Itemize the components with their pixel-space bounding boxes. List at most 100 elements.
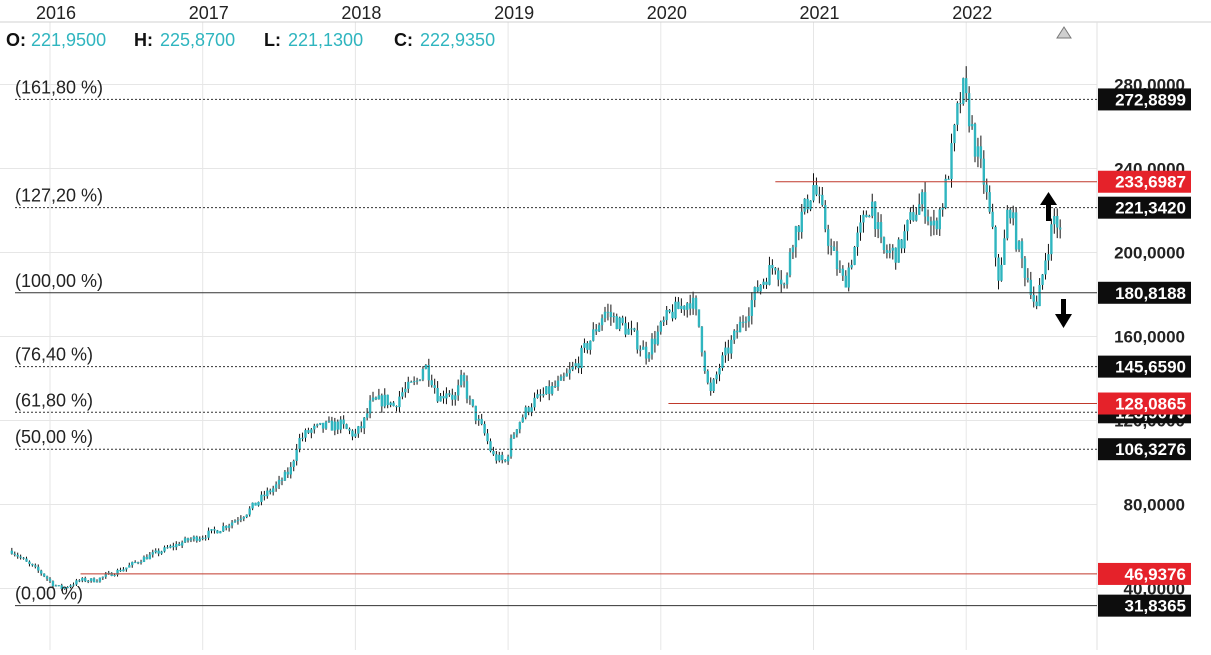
price-tag: 221,3420 (1098, 196, 1191, 219)
candle (606, 303, 610, 321)
candle (577, 356, 580, 374)
candle (189, 537, 193, 543)
candle (119, 567, 122, 572)
candle (818, 186, 821, 204)
candle (1032, 286, 1035, 308)
candle (756, 280, 759, 293)
candle (1020, 238, 1024, 269)
candle (897, 237, 900, 263)
candle (1017, 240, 1021, 252)
x-tick-label: 2022 (952, 3, 992, 23)
candle (1014, 207, 1018, 252)
y-tick-label: 80,0000 (1124, 496, 1185, 515)
candle (418, 379, 422, 382)
candle (633, 327, 636, 332)
arrow-up-icon (1040, 192, 1057, 221)
candle (753, 286, 756, 308)
svg-text:145,6590: 145,6590 (1115, 358, 1186, 377)
price-tag: 272,8899 (1098, 88, 1191, 111)
candle (659, 320, 662, 335)
candle (92, 577, 96, 583)
candle (865, 210, 868, 218)
candle (829, 238, 833, 256)
candle (609, 304, 613, 326)
candle (166, 544, 169, 549)
svg-text:46,9376: 46,9376 (1125, 565, 1186, 584)
candle (1038, 278, 1041, 307)
candle (727, 339, 730, 361)
candle (31, 563, 34, 567)
y-tick-label: 160,0000 (1114, 328, 1185, 347)
x-axis: 2016 2017 2018 2019 2020 2021 2022 (36, 3, 992, 23)
candle (920, 189, 924, 212)
candle (145, 554, 149, 560)
candle (310, 428, 313, 439)
candle (75, 578, 78, 586)
candle (683, 305, 686, 316)
candle (506, 454, 510, 465)
candle (495, 451, 498, 464)
price-tag-red: 233,6987 (1098, 170, 1191, 193)
candle (433, 378, 436, 394)
scroll-up-icon[interactable] (1056, 26, 1072, 39)
candle (374, 396, 378, 401)
direction-arrows (1040, 192, 1072, 328)
candle (78, 579, 81, 583)
candle (832, 241, 836, 251)
candle (944, 174, 947, 210)
ohlc-low-value: 221,1300 (288, 30, 363, 50)
price-candles (10, 66, 1062, 591)
candle (1000, 257, 1003, 282)
candle (562, 372, 566, 382)
candle (260, 491, 263, 506)
candle (835, 241, 839, 276)
candle (16, 552, 19, 559)
candle (321, 422, 325, 433)
grid (0, 21, 1211, 650)
candle (236, 517, 240, 525)
candle (316, 423, 319, 428)
candle (327, 416, 331, 423)
fib-level-label: (61,80 %) (15, 390, 93, 410)
candle (700, 326, 704, 357)
candle (401, 387, 404, 400)
candle (345, 423, 348, 430)
candle (888, 243, 892, 259)
candle (774, 266, 777, 275)
candle (198, 536, 201, 542)
candle (768, 256, 771, 286)
candle (84, 576, 87, 583)
candle (662, 316, 665, 326)
candle (656, 325, 660, 346)
candle (492, 446, 495, 456)
candle (973, 122, 977, 163)
candle (724, 341, 727, 363)
candle (242, 516, 246, 522)
candle (122, 567, 125, 572)
candle (37, 564, 40, 573)
candle (154, 548, 157, 554)
candle (1050, 218, 1053, 261)
candle (909, 207, 912, 224)
candle (57, 585, 61, 587)
candle (1041, 273, 1044, 290)
candle (741, 315, 745, 328)
candle (518, 421, 522, 434)
candle (841, 265, 845, 281)
candle (336, 419, 339, 435)
candle (456, 379, 460, 401)
candle (665, 305, 668, 326)
candle (139, 559, 143, 565)
candle (54, 584, 58, 587)
candle (324, 420, 328, 430)
candle (239, 515, 243, 523)
price-tag: 145,6590 (1098, 355, 1191, 378)
candle (342, 415, 345, 429)
candle (142, 555, 146, 563)
candle (850, 259, 853, 270)
y-tick-label: 200,0000 (1114, 244, 1185, 263)
candle (970, 115, 974, 130)
x-tick-label: 2016 (36, 3, 76, 23)
candle (407, 376, 410, 394)
